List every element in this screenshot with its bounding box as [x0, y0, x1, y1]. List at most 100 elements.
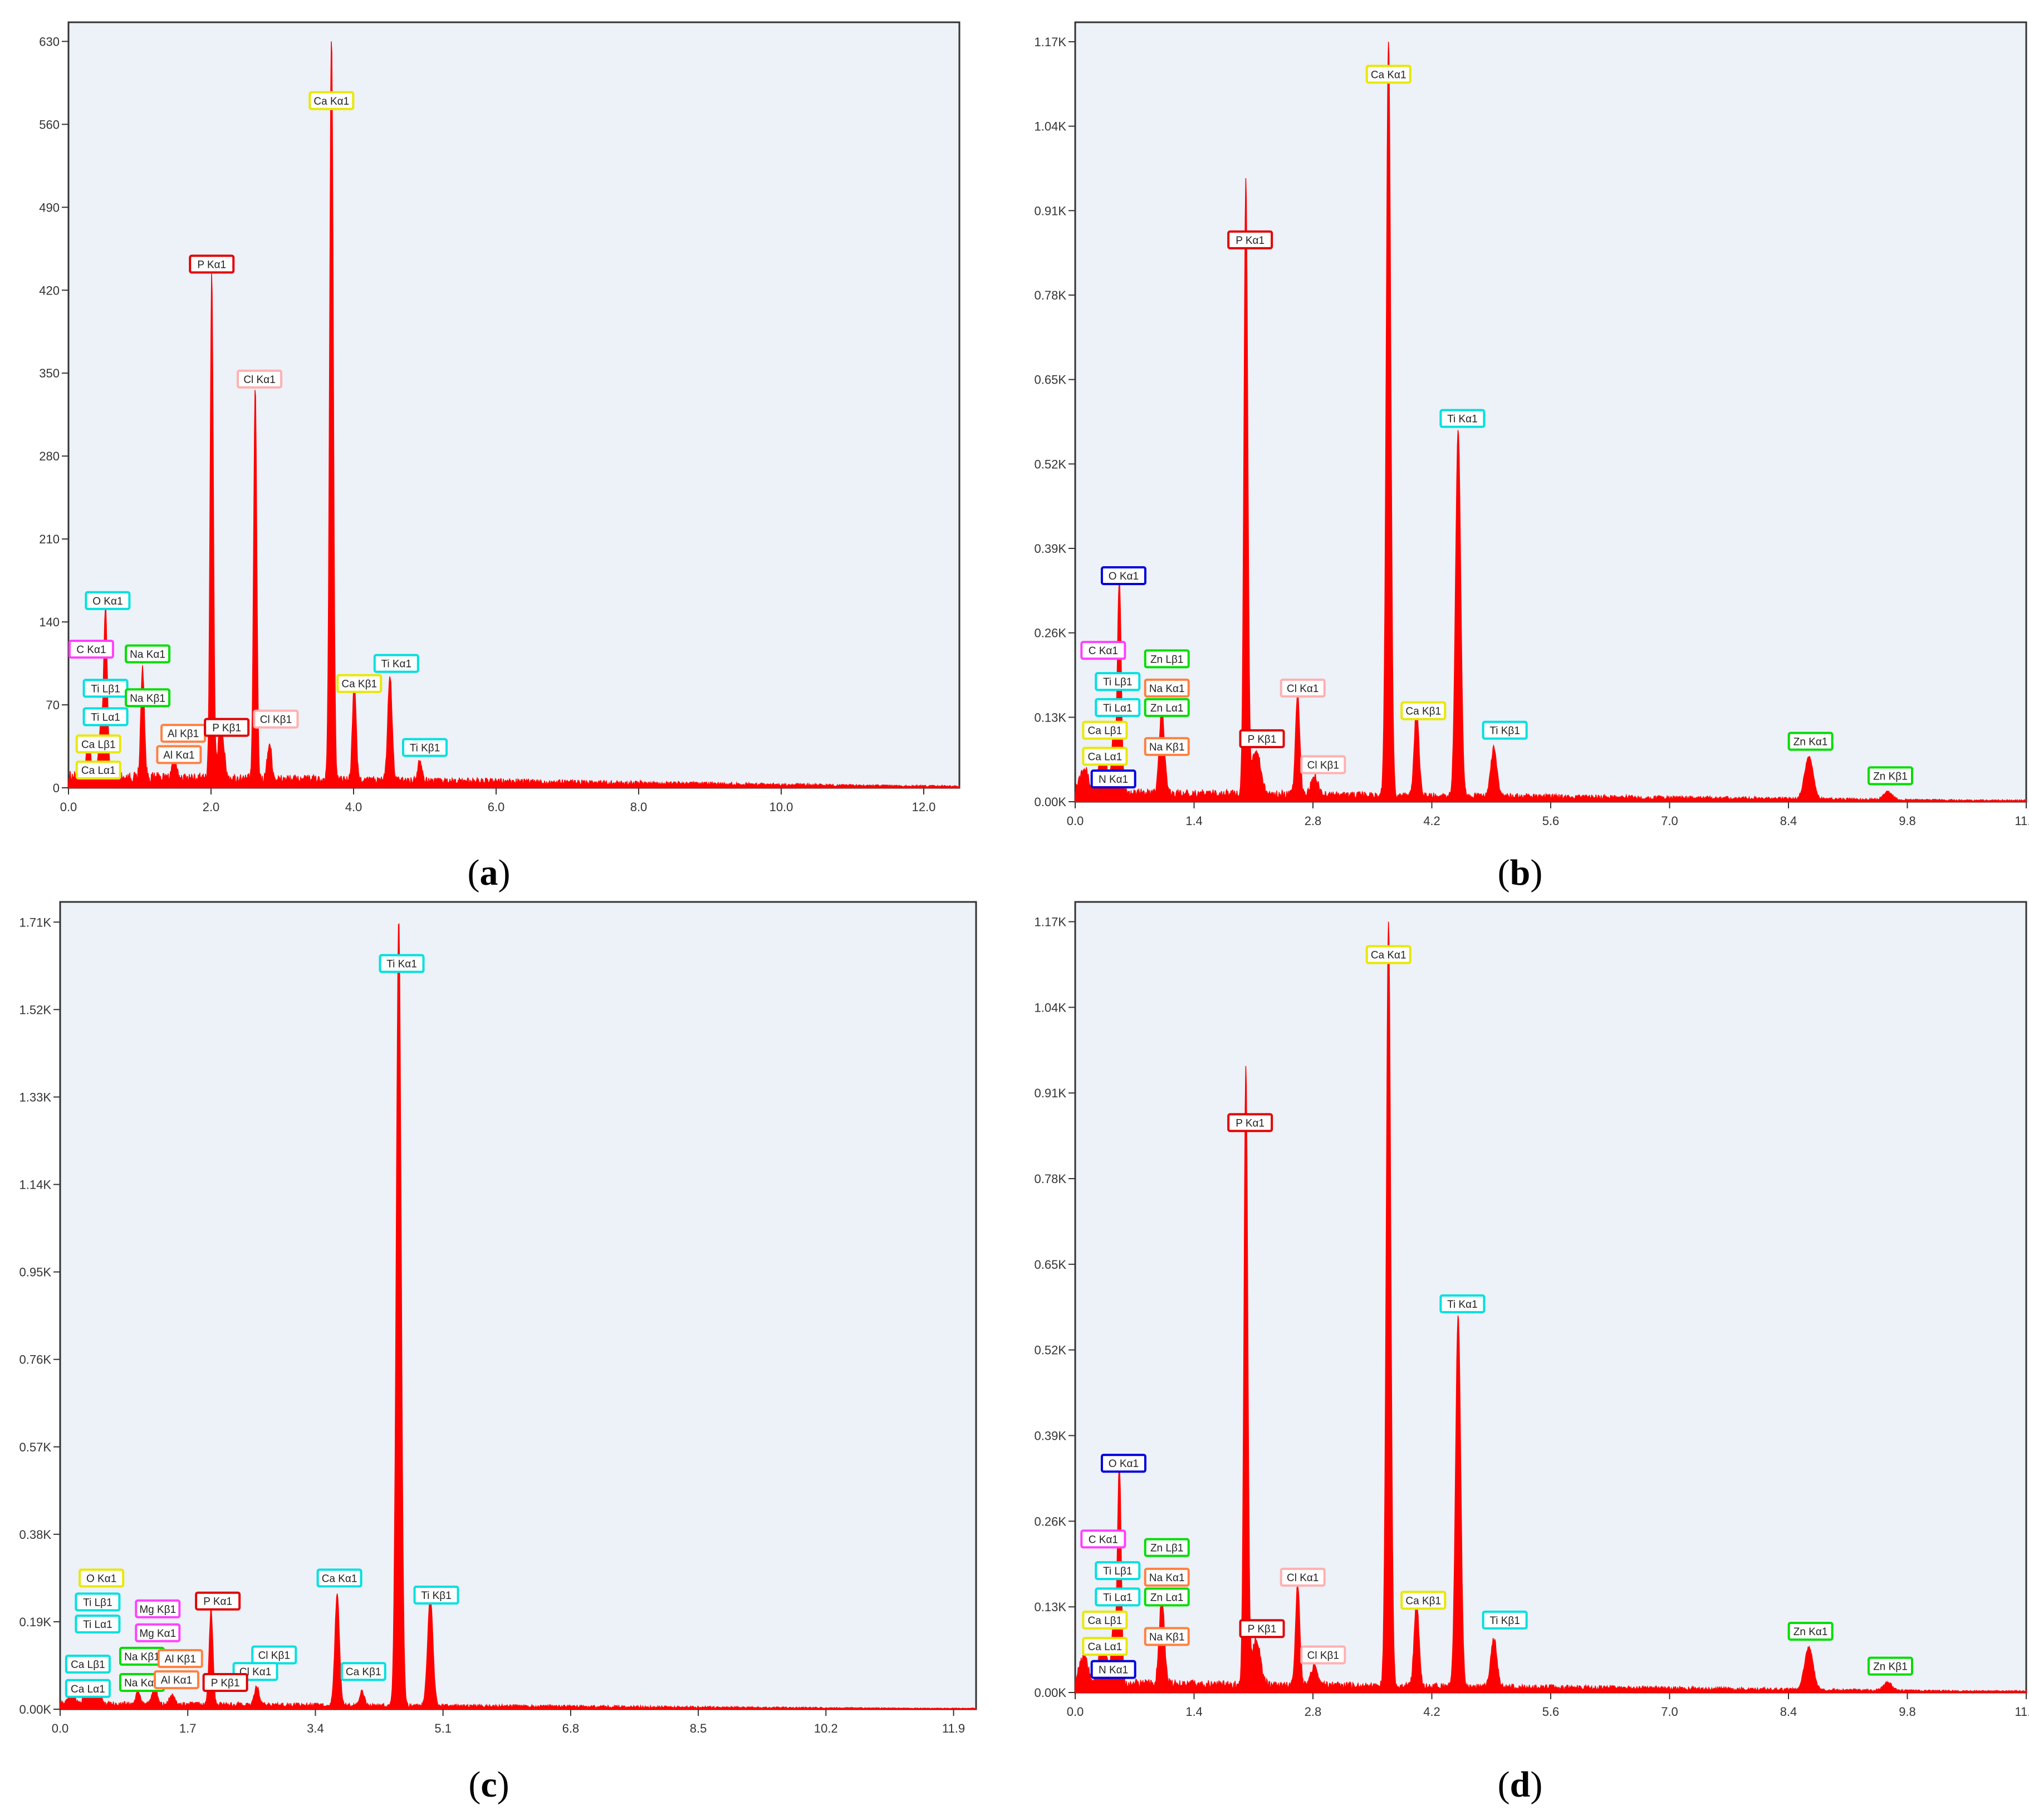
peak-label-text: Ti Kα1 [1447, 1299, 1478, 1311]
peak-label: O Kα1 [1100, 1454, 1146, 1473]
peak-label: Mg Kβ1 [135, 1599, 181, 1618]
peak-label-box [1144, 737, 1190, 756]
peak-label: Mg Kα1 [135, 1623, 181, 1642]
peak-label-box [1227, 1113, 1273, 1132]
peak-label: Na Kβ1 [119, 1646, 165, 1666]
peak-label: Zn Kα1 [1787, 732, 1834, 751]
peak-label-box [336, 674, 383, 693]
peak-label-box [1144, 698, 1190, 717]
y-tick-label: 0.65K [1035, 1258, 1067, 1272]
peak-label-box [1144, 1538, 1190, 1557]
peak-label: Ti Lα1 [82, 707, 129, 727]
x-tick-label: 9.8 [1899, 814, 1916, 828]
peak-label: Ti Kα1 [379, 954, 425, 973]
x-tick-label: 8.4 [1780, 814, 1797, 828]
peak-label-text: P Kα1 [203, 1596, 232, 1608]
peak-label: Na Kα1 [119, 1673, 165, 1693]
peak-label-box [373, 654, 419, 673]
x-tick-label: 2.0 [203, 800, 220, 814]
spectrum-area [60, 923, 977, 1710]
x-tick-label: 1.4 [1185, 1705, 1203, 1719]
peak-label: N Kα1 [1090, 769, 1136, 789]
peak-label: Ca Kα1 [1365, 65, 1412, 84]
peak-label: Na Kα1 [125, 644, 171, 664]
peak-label-text: Ca Lα1 [1088, 751, 1123, 763]
x-tick-label: 5.1 [434, 1721, 452, 1735]
peak-label-box [1868, 766, 1913, 786]
peak-label-text: P Kβ1 [212, 722, 241, 734]
peak-label-text: C Kα1 [76, 644, 106, 656]
peak-label-box [1280, 1567, 1326, 1587]
peak-label-text: P Kα1 [197, 259, 226, 271]
peak-label-box [1090, 1660, 1136, 1679]
peak-label-text: Ti Lβ1 [1103, 1566, 1132, 1577]
eds-spectrum-panel-a: 0 70 140 210 280 350 420 490 560 630 0.0 2.0 4.0 6.0 8… [16, 17, 962, 818]
peak-label: Na Kα1 [1144, 678, 1190, 698]
peak-label-text: O Kα1 [1109, 1458, 1139, 1470]
peak-label-text: P Kβ1 [1248, 734, 1277, 745]
peak-label-text: Ti Kβ1 [1489, 1615, 1520, 1627]
peak-label: Ca Kα1 [316, 1568, 362, 1588]
peak-label-text: Ti Kα1 [386, 959, 417, 970]
peak-label-box [65, 1654, 111, 1674]
peak-label-text: Na Kα1 [130, 649, 165, 661]
peak-label-text: Na Kβ1 [1149, 1631, 1185, 1643]
peak-label: Ti Kβ1 [402, 738, 448, 757]
x-tick-label: 11.2 [2015, 814, 2029, 828]
peak-label: Ca Lα1 [65, 1679, 111, 1698]
peak-label-box [1482, 720, 1528, 740]
peak-label: P Kα1 [1227, 230, 1273, 249]
y-tick-label: 0.76K [19, 1353, 52, 1367]
peak-label-text: Ti Lα1 [91, 712, 120, 723]
peak-label-text: Ti Kβ1 [410, 743, 440, 754]
y-tick-label: 0.95K [19, 1265, 52, 1279]
plot-area [1074, 901, 2027, 1694]
caption-a: (a) [467, 852, 511, 893]
peak-label-box [202, 1673, 248, 1693]
peak-label-text: Ca Kα1 [313, 96, 349, 107]
y-tick-label: 0.78K [1035, 1172, 1067, 1186]
x-tick-label: 8.4 [1780, 1705, 1797, 1719]
caption-b: (b) [1497, 852, 1543, 893]
peak-label: Ti Lβ1 [1095, 672, 1141, 691]
peak-label-box [253, 709, 299, 729]
peak-label-text: Ca Kβ1 [341, 679, 377, 690]
peak-label-text: Ti Lα1 [1103, 1592, 1133, 1603]
eds-spectrum-panel-d: 0.00K 0.13K 0.26K 0.39K 0.52K 0.65K 0.78K 0.91K… [1022, 896, 2029, 1731]
peak-label-text: O Kα1 [86, 1573, 116, 1584]
peak-label: Ca Lβ1 [65, 1654, 111, 1674]
eds-spectrum-panel-b: 0.00K 0.13K 0.26K 0.39K 0.52K 0.65K 0.78K 0.91K… [1022, 17, 2029, 841]
x-tick-label: 10.0 [770, 800, 793, 814]
peak-label-box [1080, 641, 1126, 660]
peak-label-text: Ca Lβ1 [1088, 1615, 1123, 1627]
peak-label-box [316, 1568, 362, 1588]
peak-label-text: Ti Kα1 [1447, 414, 1478, 425]
peak-label-text: Na Kα1 [124, 1677, 160, 1689]
peak-label-box [204, 718, 250, 737]
peak-label: Ti Lα1 [75, 1615, 121, 1634]
peak-label-text: Ca Lβ1 [1088, 725, 1123, 737]
peak-label: O Kα1 [85, 591, 131, 610]
y-tick-label: 0.00K [1035, 795, 1067, 809]
peak-label-box [125, 644, 171, 664]
peak-label-text: Na Kα1 [1149, 683, 1185, 695]
peak-label-text: Ti Kβ1 [1489, 725, 1520, 737]
peak-label: Zn Kβ1 [1868, 766, 1913, 786]
peak-label: P Kβ1 [204, 718, 250, 737]
x-tick-label: 1.4 [1185, 814, 1203, 828]
peak-label-text: Al Kβ1 [168, 728, 199, 740]
y-tick-label: 0.91K [1035, 1086, 1067, 1100]
peak-label-text: Na Kβ1 [130, 693, 165, 704]
peak-label-box [135, 1599, 181, 1618]
peak-label: Ti Kβ1 [413, 1585, 459, 1605]
peak-label-text: P Kα1 [1236, 1117, 1265, 1129]
spectrum-area [1075, 41, 2027, 802]
peak-label: Zn Lβ1 [1144, 1538, 1190, 1557]
x-tick-label: 5.6 [1542, 1705, 1560, 1719]
peak-label: Ca Lα1 [1082, 747, 1128, 766]
caption-c-letter: c [481, 1764, 497, 1805]
peak-label: P Kα1 [189, 254, 235, 274]
y-tick-label: 0.52K [1035, 457, 1067, 471]
peak-label: Ca Lα1 [75, 761, 121, 780]
peak-label-text: Ti Lα1 [1103, 703, 1133, 714]
